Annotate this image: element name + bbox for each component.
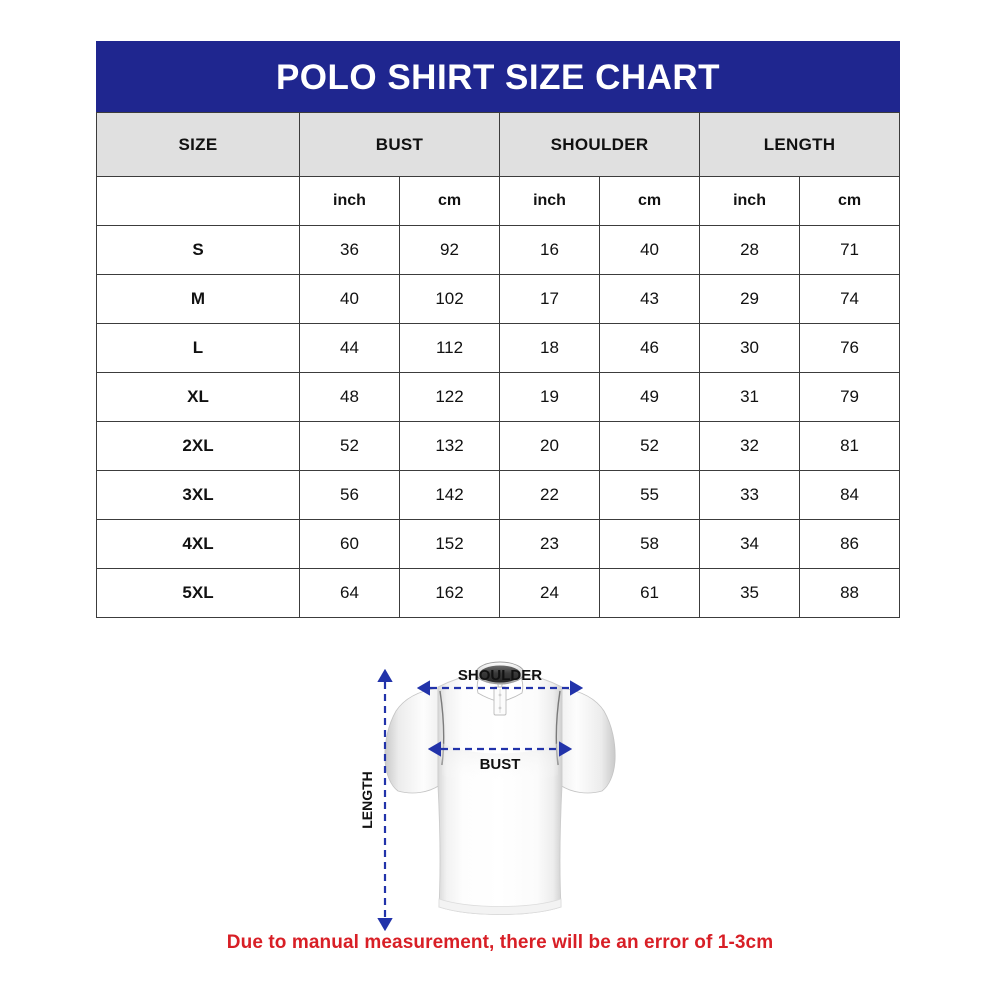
table-row: M 40 102 17 43 29 74 [96,274,901,324]
cell-bust-inch: 36 [299,225,400,275]
cell-size: 3XL [96,470,300,520]
unit-header-length-cm: cm [799,176,901,226]
cell-shoulder-cm: 49 [599,372,701,422]
cell-length-cm: 74 [799,274,901,324]
page-title: POLO SHIRT SIZE CHART [96,41,900,112]
column-header-length: LENGTH [699,112,901,177]
cell-bust-inch: 40 [299,274,400,324]
cell-size: XL [96,372,300,422]
table-group-header-row: SIZE BUST SHOULDER LENGTH [96,112,901,177]
collar-opening [479,665,521,683]
shirt-hem [438,898,562,915]
table-row: XL 48 122 19 49 31 79 [96,372,901,422]
cell-length-cm: 71 [799,225,901,275]
cell-shoulder-inch: 23 [499,519,601,569]
cell-shoulder-inch: 18 [499,323,601,373]
cell-shoulder-inch: 19 [499,372,601,422]
cell-shoulder-cm: 43 [599,274,701,324]
cell-length-inch: 34 [699,519,801,569]
cell-length-cm: 88 [799,568,901,618]
cell-length-inch: 28 [699,225,801,275]
cell-bust-cm: 122 [398,372,501,422]
cell-shoulder-cm: 61 [599,568,701,618]
table-row: 4XL 60 152 23 58 34 86 [96,519,901,569]
cell-length-cm: 81 [799,421,901,471]
cell-length-cm: 76 [799,323,901,373]
cell-bust-inch: 48 [299,372,400,422]
cell-size: S [96,225,300,275]
cell-shoulder-inch: 24 [499,568,601,618]
unit-header-length-inch: inch [699,176,801,226]
unit-header-bust-inch: inch [299,176,400,226]
cell-bust-inch: 60 [299,519,400,569]
shirt-right-sleeve [559,687,616,794]
shoulder-label: SHOULDER [458,667,542,684]
cell-bust-cm: 162 [398,568,501,618]
cell-bust-cm: 92 [398,225,501,275]
cell-bust-cm: 112 [398,323,501,373]
size-chart: POLO SHIRT SIZE CHART SIZE BUST SHOULDER… [96,41,901,618]
table-row: 5XL 64 162 24 61 35 88 [96,568,901,618]
column-header-bust: BUST [298,112,501,177]
cell-length-cm: 79 [799,372,901,422]
cell-bust-cm: 142 [398,470,501,520]
cell-length-inch: 32 [699,421,801,471]
cell-length-inch: 35 [699,568,801,618]
cell-shoulder-cm: 40 [599,225,701,275]
length-label: LENGTH [359,771,375,829]
cell-shoulder-inch: 20 [499,421,601,471]
table-unit-header-row: inch cm inch cm inch cm [96,176,901,226]
cell-bust-inch: 44 [299,323,400,373]
column-header-size: SIZE [96,112,300,177]
table-row: 3XL 56 142 22 55 33 84 [96,470,901,520]
cell-length-cm: 84 [799,470,901,520]
cell-length-inch: 30 [699,323,801,373]
cell-shoulder-inch: 22 [499,470,601,520]
unit-header-blank [96,176,300,226]
cell-length-inch: 31 [699,372,801,422]
cell-bust-cm: 152 [398,519,501,569]
cell-length-inch: 29 [699,274,801,324]
bust-label: BUST [480,756,521,773]
cell-bust-inch: 56 [299,470,400,520]
placket-button [498,706,502,710]
cell-shoulder-cm: 46 [599,323,701,373]
column-header-shoulder: SHOULDER [499,112,701,177]
polo-shirt-illustration: SHOULDER BUST LENGTH [359,661,616,932]
cell-bust-cm: 132 [398,421,501,471]
unit-header-shoulder-cm: cm [599,176,701,226]
placket-button [498,693,502,697]
cell-length-inch: 33 [699,470,801,520]
cell-size: L [96,323,300,373]
measurement-diagram: SHOULDER BUST LENGTH [0,625,1000,935]
table-body: S 36 92 16 40 28 71 M 40 102 17 43 29 74… [96,225,901,618]
size-chart-table: SIZE BUST SHOULDER LENGTH inch cm inch c… [96,112,901,618]
cell-size: 2XL [96,421,300,471]
cell-length-cm: 86 [799,519,901,569]
cell-shoulder-inch: 16 [499,225,601,275]
unit-header-bust-cm: cm [398,176,501,226]
cell-shoulder-cm: 55 [599,470,701,520]
cell-size: 4XL [96,519,300,569]
cell-size: 5XL [96,568,300,618]
unit-header-shoulder-inch: inch [499,176,601,226]
cell-shoulder-cm: 52 [599,421,701,471]
table-row: L 44 112 18 46 30 76 [96,323,901,373]
shirt-left-sleeve [384,687,441,794]
table-row: S 36 92 16 40 28 71 [96,225,901,275]
cell-shoulder-inch: 17 [499,274,601,324]
cell-bust-inch: 52 [299,421,400,471]
table-row: 2XL 52 132 20 52 32 81 [96,421,901,471]
measurement-disclaimer: Due to manual measurement, there will be… [226,932,774,953]
cell-shoulder-cm: 58 [599,519,701,569]
cell-bust-cm: 102 [398,274,501,324]
cell-bust-inch: 64 [299,568,400,618]
cell-size: M [96,274,300,324]
